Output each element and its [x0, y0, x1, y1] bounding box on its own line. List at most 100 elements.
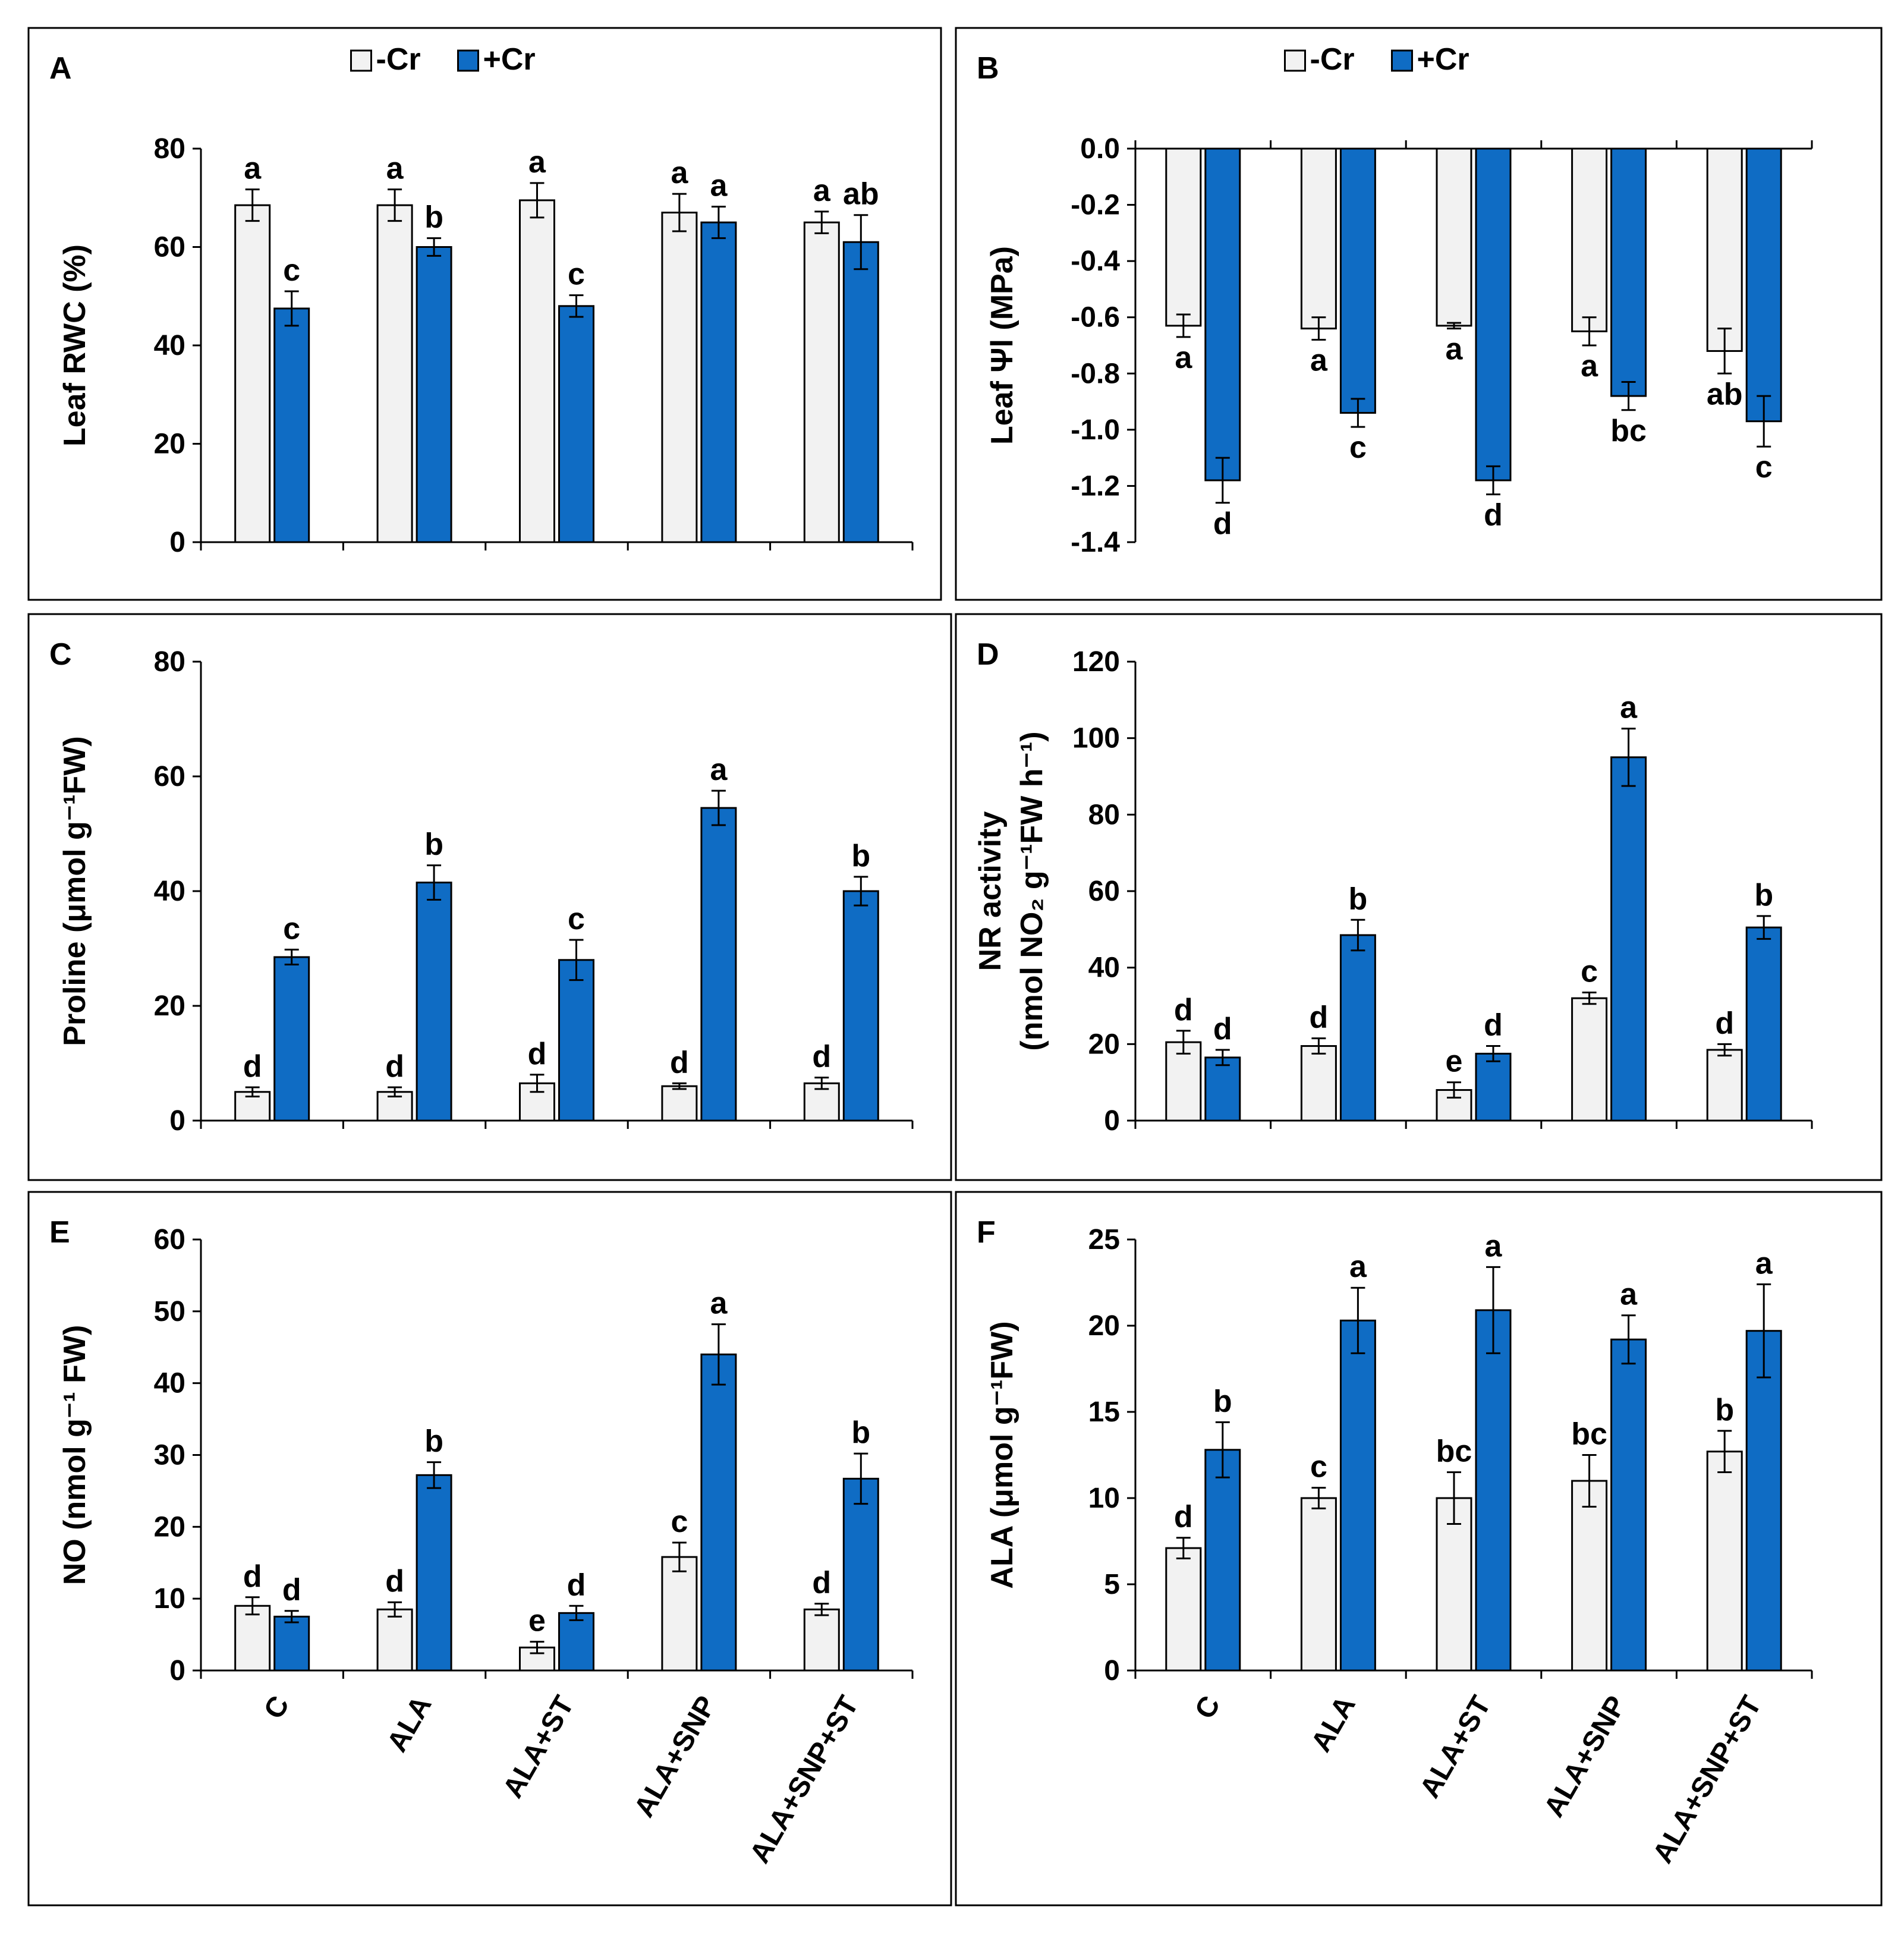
significance-letter: d [243, 1559, 262, 1594]
panel-border [27, 613, 952, 1181]
bar-minus-cr [519, 199, 555, 543]
bar-plus-cr [700, 807, 737, 1122]
bar-plus-cr [700, 221, 737, 543]
bar-plus-cr [1745, 147, 1782, 423]
bar-minus-cr [234, 204, 271, 543]
y-tick-label: -0.8 [1071, 358, 1120, 389]
significance-letter: d [567, 1568, 586, 1602]
significance-letter: d [1310, 1001, 1329, 1035]
x-category-label: ALA [381, 1691, 438, 1757]
panel-border [955, 27, 1883, 601]
y-tick-label: 20 [154, 429, 185, 460]
bar-minus-cr [1706, 147, 1743, 352]
significance-letter: b [851, 1415, 870, 1450]
y-tick-label: -1.2 [1071, 470, 1120, 502]
significance-letter: a [1755, 1246, 1773, 1281]
bar-minus-cr [1165, 1041, 1202, 1122]
y-axis-label: NO (nmol g⁻¹ FW) [58, 1325, 92, 1585]
significance-letter: d [282, 1573, 301, 1607]
bar-minus-cr [661, 1085, 698, 1122]
bar-minus-cr [1571, 997, 1608, 1122]
significance-letter: a [1620, 1278, 1638, 1312]
bar-minus-cr [376, 1608, 413, 1672]
x-category-label: C [1189, 1691, 1226, 1725]
bar-minus-cr [1300, 1045, 1337, 1122]
significance-letter: d [1484, 1008, 1503, 1043]
panel-f: F 0 5 10 15 20 25 ALA (μmol g⁻¹FW) d b Cc a ALA bc a AL… [955, 1191, 1883, 1906]
bar-minus-cr [1436, 1497, 1472, 1672]
y-tick-label: 50 [154, 1296, 185, 1327]
bar-minus-cr [1706, 1049, 1743, 1122]
bar-plus-cr [1745, 1330, 1782, 1672]
y-tick-label: 0 [1104, 1105, 1120, 1137]
panel-border [955, 613, 1883, 1181]
legend-swatch [1284, 49, 1306, 72]
bar-minus-cr [376, 204, 413, 543]
significance-letter: c [1349, 430, 1367, 465]
significance-letter: b [424, 828, 443, 862]
bar-plus-cr [1475, 147, 1512, 482]
legend-label: +Cr [483, 42, 536, 77]
y-tick-label: 10 [154, 1583, 185, 1615]
significance-letter: d [243, 1049, 262, 1084]
x-category-label: ALA+SNP+ST [744, 1691, 865, 1868]
significance-letter: ab [843, 177, 879, 212]
y-tick-label: 0.0 [1080, 133, 1120, 165]
bar-plus-cr [273, 1615, 310, 1672]
significance-letter: a [1349, 1250, 1367, 1284]
panel-border [27, 27, 942, 601]
y-tick-label: 20 [154, 990, 185, 1022]
significance-letter: d [385, 1564, 404, 1599]
panel-letter: E [49, 1215, 70, 1250]
bar-minus-cr [1300, 147, 1337, 330]
significance-letter: d [385, 1049, 404, 1084]
significance-letter: d [1484, 498, 1503, 533]
bar-plus-cr [1204, 1056, 1241, 1122]
y-tick-label: 80 [154, 646, 185, 678]
significance-letter: bc [1436, 1434, 1472, 1469]
bar-plus-cr [1339, 1319, 1376, 1672]
significance-letter: d [812, 1040, 831, 1074]
y-tick-label: 0 [1104, 1655, 1120, 1687]
panel-letter: C [49, 637, 72, 672]
y-tick-label: -0.4 [1071, 246, 1120, 277]
bar-minus-cr [1436, 147, 1472, 327]
significance-letter: d [1174, 1500, 1193, 1534]
bar-minus-cr [1165, 147, 1202, 327]
bar-plus-cr [842, 241, 879, 543]
y-axis-label-line2: (nmol NO₂ g⁻¹FW h⁻¹) [1015, 731, 1049, 1050]
y-tick-label: 10 [1088, 1483, 1120, 1514]
significance-letter: a [710, 1286, 728, 1321]
y-tick-label: 15 [1088, 1396, 1120, 1428]
legend-swatch [1391, 49, 1413, 72]
bar-plus-cr [842, 1477, 879, 1672]
bar-plus-cr [416, 246, 452, 543]
bar-minus-cr [1571, 147, 1608, 332]
bar-plus-cr [1610, 147, 1647, 397]
significance-letter: d [670, 1045, 689, 1080]
y-tick-label: -1.0 [1071, 414, 1120, 446]
bar-plus-cr [1204, 1449, 1241, 1672]
significance-letter: a [244, 152, 262, 186]
y-axis-label: NR activity [973, 811, 1008, 971]
significance-letter: a [528, 145, 546, 180]
bar-minus-cr [1571, 1480, 1608, 1672]
y-tick-label: -0.2 [1071, 190, 1120, 221]
y-tick-label: 100 [1072, 723, 1120, 754]
significance-letter: c [1310, 1450, 1327, 1484]
legend-label: -Cr [376, 42, 421, 77]
panel-letter: D [977, 637, 999, 672]
y-axis-label: Leaf RWC (%) [58, 244, 92, 446]
bar-plus-cr [1610, 1338, 1647, 1672]
significance-letter: d [1213, 1012, 1232, 1046]
x-category-label: ALA+ST [497, 1691, 580, 1803]
significance-letter: b [1213, 1384, 1232, 1418]
significance-letter: e [1446, 1044, 1463, 1079]
panel-b: B 0.0 -0.2 -0.4 -0.6 -0.8 -1.0 -1.2 -1.4 Leaf Ψl … [955, 27, 1883, 601]
significance-letter: c [1755, 450, 1773, 484]
bar-minus-cr [661, 1556, 698, 1672]
y-tick-label: 30 [154, 1440, 185, 1471]
bar-minus-cr [1165, 1547, 1202, 1672]
panel-c: C 0 20 40 60 80 Proline (μmol g⁻¹FW) d c d b d c d a d b [27, 613, 952, 1181]
